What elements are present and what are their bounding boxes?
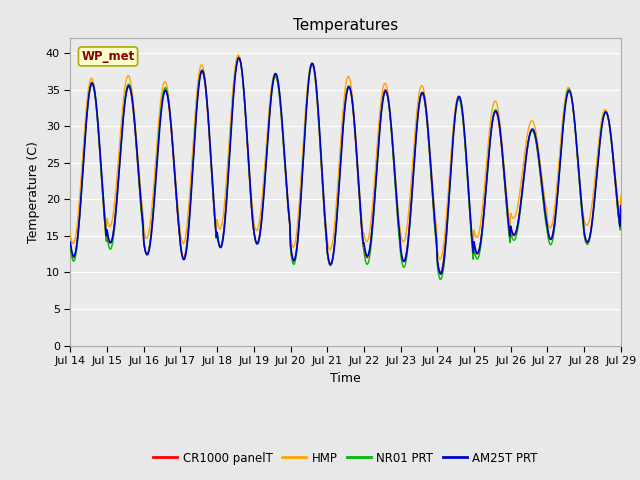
Y-axis label: Temperature (C): Temperature (C): [28, 141, 40, 243]
Text: WP_met: WP_met: [81, 50, 134, 63]
Legend: CR1000 panelT, HMP, NR01 PRT, AM25T PRT: CR1000 panelT, HMP, NR01 PRT, AM25T PRT: [148, 447, 543, 469]
Title: Temperatures: Temperatures: [293, 18, 398, 33]
X-axis label: Time: Time: [330, 372, 361, 384]
